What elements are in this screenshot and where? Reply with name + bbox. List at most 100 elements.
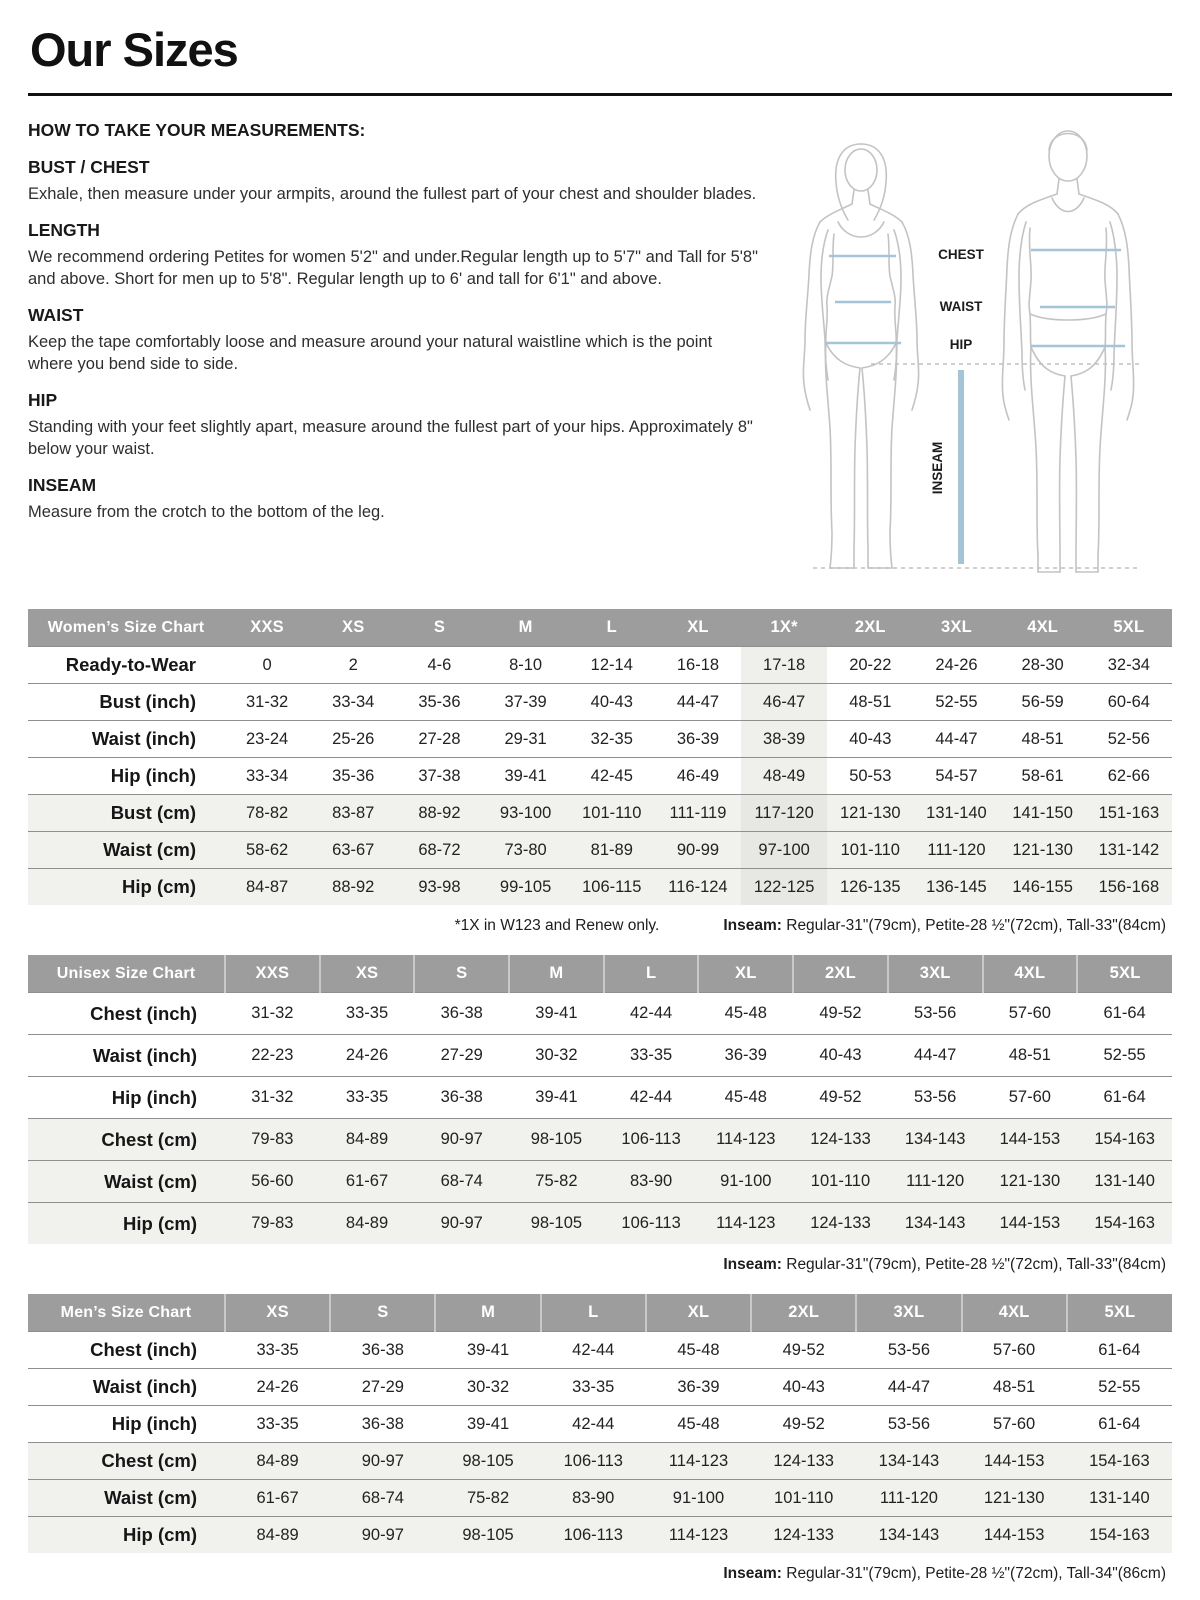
mens-footnote: Inseam: Regular-31"(79cm), Petite-28 ½"(… <box>28 1565 1166 1583</box>
size-cell: 106-113 <box>540 1516 646 1553</box>
column-header: M <box>508 955 604 993</box>
size-cell: 151-163 <box>1085 794 1172 832</box>
table-row: Chest (inch) 31-32 33-35 36-38 39-41 42-44 45-… <box>28 992 1172 1035</box>
column-header: XS <box>310 609 397 647</box>
size-cell: 25-26 <box>332 729 375 748</box>
size-cell: 35-36 <box>332 766 375 785</box>
row-label: Bust (inch) <box>99 691 196 712</box>
size-cell: 36-39 <box>724 1046 767 1064</box>
column-header: L <box>539 1294 646 1332</box>
row-label: Waist (cm) <box>28 831 224 869</box>
table-row: Waist (inch) 23-24 25-26 27-28 29-31 32-35 36-… <box>28 720 1172 758</box>
size-cell: 121-130 <box>982 1160 1078 1203</box>
size-cell: 114-123 <box>645 1516 752 1553</box>
size-cell: 46-47 <box>741 683 828 721</box>
size-cell: 106-113 <box>603 1202 699 1244</box>
table-row: Hip (cm) 79-83 84-89 90-97 98-105 106-113 114-… <box>28 1202 1172 1244</box>
womens-size-chart-block: Women’s Size Chart XXS XS S M L XL 1X* 2XL 3XL 4XL… <box>28 609 1172 935</box>
section-text: Exhale, then measure under your armpits,… <box>28 185 757 203</box>
size-cell: 90-97 <box>414 1202 510 1244</box>
size-cell: 98-105 <box>509 1118 604 1161</box>
size-cell: 84-89 <box>225 1516 331 1553</box>
size-cell: 42-44 <box>572 1414 615 1433</box>
section-inseam: INSEAM Measure from the crotch to the bo… <box>28 475 758 524</box>
measurement-diagram: CHEST WAIST HIP INSEAM <box>768 116 1172 593</box>
size-cell: 90-97 <box>414 1118 510 1161</box>
size-cell: 154-163 <box>1077 1118 1172 1161</box>
row-label: Waist (inch) <box>92 1044 197 1066</box>
size-cell: 54-57 <box>935 766 978 785</box>
size-cell: 88-92 <box>310 868 397 905</box>
column-header: 2XL <box>750 1294 857 1332</box>
size-cell: 122-125 <box>741 868 828 905</box>
inseam-footnote: Inseam: Regular-31"(79cm), Petite-28 ½"(… <box>723 1256 1166 1273</box>
size-cell: 36-38 <box>440 1088 483 1106</box>
column-header: M <box>434 1294 541 1332</box>
section-length: LENGTH We recommend ordering Petites for… <box>28 220 758 291</box>
size-cell: 36-39 <box>677 1377 720 1396</box>
size-cell: 40-43 <box>782 1377 825 1396</box>
size-cell: 114-123 <box>698 1202 794 1244</box>
size-cell: 99-105 <box>482 868 569 905</box>
size-cell: 39-41 <box>535 1088 578 1106</box>
title-divider <box>28 93 1172 96</box>
size-cell: 61-64 <box>1098 1340 1141 1359</box>
size-cell: 20-22 <box>849 655 892 674</box>
size-cell: 57-60 <box>993 1340 1036 1359</box>
size-cell: 146-155 <box>999 868 1086 905</box>
size-cell: 29-31 <box>504 729 547 748</box>
section-title: BUST / CHEST <box>28 157 150 177</box>
column-header: 5XL <box>1065 1294 1172 1332</box>
size-cell: 45-48 <box>677 1414 720 1433</box>
size-cell: 136-145 <box>913 868 1000 905</box>
column-header: L <box>602 955 699 993</box>
size-cell: 31-32 <box>251 1088 294 1106</box>
size-cell: 101-110 <box>827 831 914 869</box>
womens-footnote: *1X in W123 and Renew only. Inseam: Regul… <box>28 917 1166 935</box>
table-row: Chest (cm) 79-83 84-89 90-97 98-105 106-113 11… <box>28 1118 1172 1161</box>
section-title: INSEAM <box>28 474 97 495</box>
size-cell: 90-99 <box>654 831 742 869</box>
row-label: Chest (cm) <box>28 1442 225 1480</box>
size-cell: 22-23 <box>251 1046 294 1064</box>
size-cell: 83-90 <box>603 1160 699 1203</box>
size-cell: 50-53 <box>849 766 892 785</box>
size-cell: 30-32 <box>535 1046 578 1064</box>
size-cell: 39-41 <box>504 766 547 785</box>
size-cell: 45-48 <box>724 1004 767 1022</box>
size-cell: 36-38 <box>361 1340 404 1359</box>
size-cell: 101-110 <box>568 794 655 832</box>
column-header: XS <box>318 955 415 993</box>
size-cell: 24-26 <box>345 1046 389 1064</box>
size-cell: 44-47 <box>676 692 720 711</box>
size-cell: 27-29 <box>361 1377 404 1396</box>
size-cell: 42-44 <box>629 1088 673 1106</box>
size-cell: 4-6 <box>427 655 452 674</box>
size-cell: 57-60 <box>1008 1088 1051 1106</box>
size-cell: 40-43 <box>819 1046 862 1064</box>
inseam-label: INSEAM <box>930 442 945 495</box>
size-cell: 57-60 <box>1008 1004 1051 1022</box>
size-cell: 16-18 <box>676 655 720 674</box>
size-cell: 36-39 <box>676 729 720 748</box>
size-cell: 83-90 <box>540 1479 646 1517</box>
male-figure-outline <box>1001 130 1135 573</box>
column-header: S <box>329 1294 436 1332</box>
inseam-footnote: Inseam: Regular-31"(79cm), Petite-28 ½"(… <box>723 917 1166 934</box>
size-cell: 53-56 <box>914 1004 957 1022</box>
size-cell: 33-35 <box>256 1414 299 1433</box>
size-cell: 84-89 <box>225 1442 331 1480</box>
size-cell: 33-35 <box>629 1046 673 1064</box>
table-row: Waist (inch) 22-23 24-26 27-29 30-32 33-35 36-… <box>28 1034 1172 1077</box>
size-cell: 48-51 <box>1021 729 1064 748</box>
row-label: Chest (cm) <box>28 1118 225 1161</box>
size-cell: 49-52 <box>782 1414 825 1433</box>
row-label: Chest (inch) <box>90 1002 197 1024</box>
size-cell: 33-34 <box>332 692 375 711</box>
size-cell: 42-45 <box>590 766 633 785</box>
size-cell: 49-52 <box>819 1088 862 1106</box>
size-cell: 33-34 <box>245 766 289 785</box>
row-label: Hip (inch) <box>110 765 196 786</box>
column-header: 4XL <box>960 1294 1067 1332</box>
